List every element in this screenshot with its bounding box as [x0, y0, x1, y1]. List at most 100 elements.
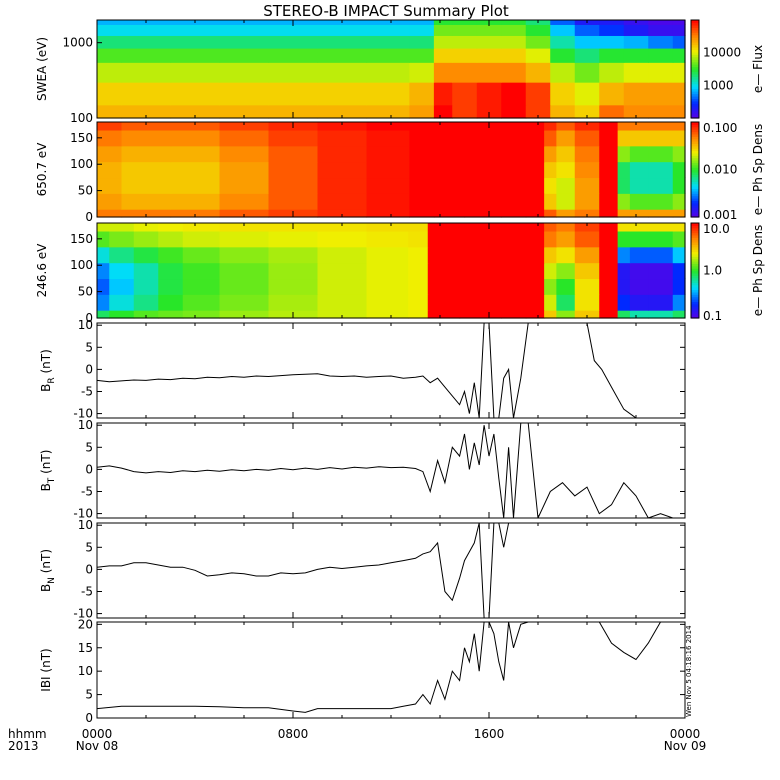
pad246-cell	[574, 223, 600, 232]
pad246-cell	[525, 230, 545, 248]
swea-cell	[409, 35, 435, 49]
pad246-colorbar-step	[691, 253, 699, 257]
swea-colorbar-step	[691, 27, 699, 31]
pad246-cell	[182, 246, 221, 264]
pad246-cell	[629, 294, 649, 311]
br-frame	[96, 322, 686, 419]
pad246-cell	[556, 310, 576, 319]
swea-cell	[366, 24, 410, 36]
pad650-cell	[433, 161, 466, 179]
pad650-cell	[648, 122, 674, 131]
swea-cell	[121, 82, 172, 106]
swea-cell	[550, 24, 576, 36]
pad650-colorbar-tick: 0.010	[703, 163, 737, 177]
bn-ytick: -10	[73, 607, 93, 621]
swea-cell	[219, 62, 270, 83]
bn-ylabel: BN (nT)	[39, 549, 57, 592]
pad650-cell	[501, 122, 527, 131]
pad650-cell	[464, 161, 502, 179]
pad246-cell	[268, 246, 319, 264]
swea-cell	[623, 24, 649, 36]
pad246-colorbar-step	[691, 263, 699, 267]
swea-cell	[599, 62, 625, 83]
swea-cell	[648, 24, 674, 36]
swea-cell	[219, 47, 270, 63]
pad650-colorbar-step	[691, 145, 699, 149]
pad650-colorbar-step	[691, 214, 699, 218]
pad650-cell	[464, 193, 502, 210]
time-axis-label-top: hhmm	[8, 727, 47, 741]
time-tick-date: Nov 08	[76, 739, 119, 753]
pad246-cell	[629, 278, 649, 295]
pad246-cell	[366, 262, 409, 280]
swea-cell	[525, 35, 551, 49]
pad650-cell	[525, 161, 545, 179]
br-ylabel-unit: (nT)	[39, 349, 53, 377]
swea-cell	[317, 62, 368, 83]
swea-cell	[121, 24, 172, 36]
swea-cell	[409, 24, 435, 36]
swea-cell	[121, 62, 172, 83]
swea-colorbar-step	[691, 103, 699, 107]
pad246-cell	[317, 278, 368, 295]
swea-colorbar-step	[691, 95, 699, 99]
pad246-cell	[97, 223, 110, 232]
pad650-cell	[121, 193, 172, 210]
pad246-cell	[158, 310, 184, 319]
pad246-cell	[556, 246, 576, 264]
pad246-cell	[427, 223, 461, 232]
swea-colorbar-step	[691, 110, 699, 114]
swea-cell	[366, 20, 410, 25]
pad246-colorbar-step	[691, 249, 699, 253]
pad650-cell	[97, 177, 123, 194]
swea-colorbar-step	[691, 20, 699, 24]
pad246-cell	[317, 246, 368, 264]
pad246-ytick: 150	[70, 232, 93, 246]
swea-cell	[268, 47, 319, 63]
pad246-colorbar-step	[691, 230, 699, 234]
pad650-colorbar-step	[691, 174, 699, 178]
pad246-cell	[648, 246, 674, 264]
swea-cell	[121, 104, 172, 119]
pad246-cell	[525, 310, 545, 319]
pad246-cell	[672, 246, 686, 264]
pad246-cell	[544, 223, 557, 232]
pad650-cell	[574, 161, 600, 179]
swea-cell	[623, 62, 649, 83]
swea-cell	[623, 35, 649, 49]
pad650-cell	[617, 122, 631, 131]
pad246-colorbar-step	[691, 310, 699, 314]
pad246-cell	[97, 230, 110, 248]
swea-cell	[452, 62, 478, 83]
pad246-cell	[501, 223, 527, 232]
swea-colorbar-step	[691, 61, 699, 65]
pad650-cell	[648, 177, 674, 194]
pad246-colorbar-frame	[690, 222, 700, 319]
pad650-cell	[574, 193, 600, 210]
swea-cell	[574, 24, 600, 36]
swea-cell	[268, 82, 319, 106]
pad246-colorbar-step	[691, 272, 699, 276]
pad650-colorbar-step	[691, 209, 699, 213]
swea-cell	[97, 35, 123, 49]
pad246-cell	[648, 278, 674, 295]
pad650-cell	[317, 145, 368, 163]
pad650-cell	[97, 161, 123, 179]
pad650-colorbar-step	[691, 164, 699, 168]
pad246-cell	[133, 294, 159, 311]
pad650-cell	[366, 193, 410, 210]
bn-ytick: 0	[85, 562, 93, 576]
swea-cell	[501, 24, 527, 36]
swea-colorbar-step	[691, 22, 699, 26]
pad650-cell	[366, 129, 410, 147]
pad246-colorbar-step	[691, 270, 699, 274]
swea-cell	[648, 104, 674, 119]
swea-cell	[672, 35, 686, 49]
swea-cell	[476, 82, 502, 106]
pad650-cell	[97, 193, 123, 210]
pad650-cell	[599, 145, 619, 163]
pad650-cell	[366, 122, 410, 131]
swea-colorbar-step	[691, 42, 699, 46]
